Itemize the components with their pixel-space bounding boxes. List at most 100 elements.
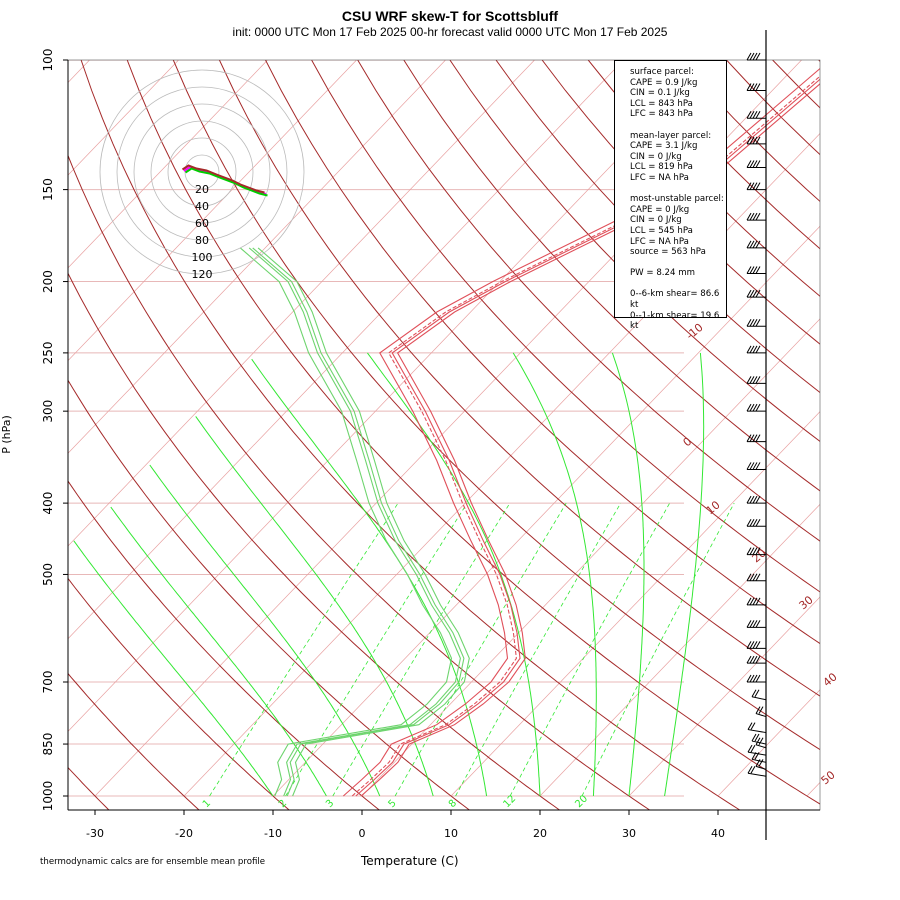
- dewpoint-profile-member: [257, 247, 470, 797]
- moist-adiabat: [366, 352, 541, 797]
- surface-parcel-header: surface parcel:: [630, 67, 694, 77]
- wind-barb-flag: [752, 573, 758, 582]
- wind-barb-flag: [752, 212, 758, 221]
- mixing-ratio-label: 8: [447, 798, 459, 810]
- wind-barb-flag: [752, 289, 758, 298]
- wind-barb: [747, 751, 767, 756]
- mixing-ratio-line: [509, 502, 671, 797]
- wind-barb-flag: [749, 462, 755, 470]
- wind-barb-flag: [749, 266, 755, 274]
- wind-barb-flag: [755, 160, 761, 168]
- wind-barb-flag: [747, 722, 753, 730]
- moist-adiabat: [195, 416, 434, 797]
- wind-barb-flag: [746, 573, 752, 582]
- dry-adiabat: [68, 154, 651, 810]
- wind-barb-flag: [755, 641, 761, 649]
- wind-barb-flag: [749, 345, 755, 354]
- mixing-ratio-line: [332, 502, 511, 797]
- wind-barb-flag: [755, 52, 761, 61]
- dry-adiabat: [311, 60, 820, 593]
- wind-barb-flag: [746, 462, 752, 470]
- isotherm-line: [68, 60, 446, 454]
- wind-barb-flag: [755, 345, 761, 354]
- hodograph-ring-label: 40: [195, 200, 209, 213]
- wind-barb-flag: [754, 689, 760, 698]
- dry-adiabat: [818, 60, 820, 62]
- wind-barb-flag: [755, 759, 761, 767]
- isotherm-label: 0: [681, 435, 695, 449]
- wind-barb-flag: [749, 495, 755, 504]
- dry-adiabat: [772, 60, 820, 109]
- wind-barb-flag: [752, 345, 758, 354]
- wind-barb-flag: [755, 212, 761, 221]
- hodograph-ring-label: 60: [195, 217, 209, 230]
- wind-barb-flag: [746, 318, 752, 327]
- wind-barb-flag: [752, 240, 758, 249]
- mean-layer-cin: CIN = 0 J/kg: [630, 151, 682, 162]
- temperature-profile-member: [342, 67, 820, 797]
- chart-subtitle: init: 0000 UTC Mon 17 Feb 2025 00-hr for…: [232, 25, 668, 39]
- mixing-ratio-label: 3: [324, 798, 336, 810]
- moist-adiabat: [73, 540, 274, 797]
- dry-adiabat: [126, 60, 820, 805]
- wind-barb-flag: [746, 182, 752, 190]
- wind-barb-flag: [755, 462, 761, 470]
- mixing-ratio-line: [581, 502, 735, 797]
- x-axis-label: Temperature (C): [361, 854, 459, 868]
- surface-lfc: LFC = 843 hPa: [630, 109, 694, 120]
- wind-barb: [755, 765, 767, 770]
- most-unstable-parcel-header: most-unstable parcel:: [630, 194, 724, 205]
- moist-adiabat: [149, 464, 381, 797]
- y-tick-label: 700: [41, 671, 55, 694]
- wind-barb-flag: [746, 266, 752, 274]
- wind-barb-flag: [749, 674, 755, 683]
- wind-barb-flag: [746, 345, 752, 354]
- y-tick-label: 850: [41, 733, 55, 756]
- wind-barb-flag: [749, 597, 755, 606]
- y-tick-label: 150: [41, 178, 55, 201]
- isotherm-line: [272, 225, 820, 797]
- wind-barb-flag: [752, 462, 758, 470]
- wind-barb-flag: [747, 765, 753, 774]
- surface-lcl: LCL = 843 hPa: [630, 98, 693, 109]
- wind-barb-flag: [752, 597, 758, 606]
- wind-barb-flag: [746, 240, 752, 249]
- wind-barb: [751, 696, 767, 701]
- hodograph-ring: [167, 137, 237, 207]
- mean-layer-lfc: LFC = NA hPa: [630, 172, 689, 183]
- wind-barb-flag: [754, 752, 760, 760]
- wind-barb-flag: [749, 240, 755, 249]
- isotherm-line: [717, 689, 820, 797]
- temperature-profile-mean: [351, 75, 820, 797]
- wind-barb-flag: [746, 597, 752, 606]
- isotherm-label: 10: [704, 498, 723, 517]
- wind-barb-flag: [752, 674, 758, 683]
- wind-barb-flag: [755, 240, 761, 249]
- wind-barb-flag: [746, 547, 752, 555]
- wind-barb-flag: [755, 655, 761, 664]
- mixing-ratio-label: 1: [201, 798, 213, 810]
- wind-barb-flag: [746, 674, 752, 683]
- wind-barb-flag: [746, 403, 752, 412]
- wind-barb-flag: [755, 182, 761, 190]
- mixing-ratio-line: [394, 502, 567, 797]
- wind-barb-flag: [752, 495, 758, 504]
- dry-adiabat: [218, 60, 820, 697]
- isotherm-label: 50: [819, 768, 838, 787]
- wind-barb-flag: [749, 403, 755, 412]
- x-tick-label: -20: [175, 827, 193, 840]
- dry-adiabat: [68, 577, 290, 810]
- wind-barb-flag: [755, 403, 761, 412]
- mixing-ratio-line: [455, 502, 622, 797]
- wind-barb-flag: [755, 111, 761, 119]
- wind-barb: [755, 713, 767, 718]
- mixing-ratio-line: [209, 502, 399, 797]
- isotherm-label: 40: [821, 670, 840, 689]
- wind-barb-flag: [747, 744, 753, 753]
- parcel-info-box: surface parcel: CAPE = 0.9 J/kg CIN = 0.…: [614, 60, 727, 331]
- wind-barb-flag: [752, 136, 758, 145]
- wind-barb-flag: [758, 737, 764, 746]
- hodograph-ring-label: 20: [195, 183, 209, 196]
- hodograph-trace: [181, 164, 265, 194]
- y-tick-label: 1000: [41, 781, 55, 812]
